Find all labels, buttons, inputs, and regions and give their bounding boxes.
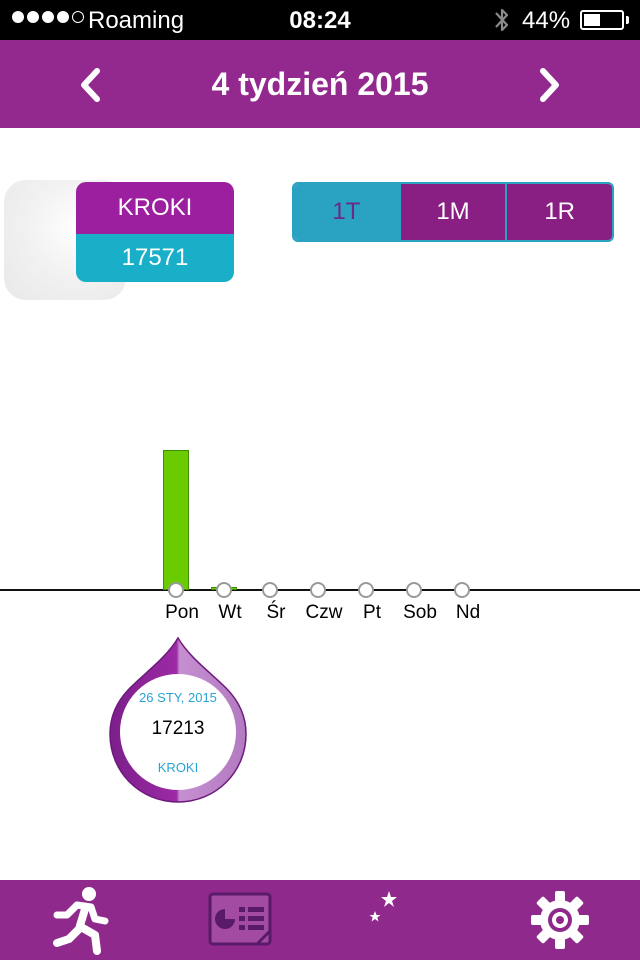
- chart-day-marker[interactable]: [358, 582, 374, 598]
- tooltip-date: 26 STY, 2015: [139, 690, 217, 705]
- report-list-icon: [208, 892, 272, 946]
- bluetooth-icon: [495, 8, 509, 32]
- tab-settings[interactable]: [480, 880, 640, 960]
- week-header: 4 tydzień 2015: [0, 40, 640, 128]
- tooltip-unit: KROKI: [157, 760, 199, 775]
- chart-tick-label: Pon: [165, 602, 199, 623]
- tab-activity[interactable]: [0, 880, 160, 960]
- battery-icon: [580, 10, 624, 30]
- moon-stars-icon: [369, 891, 426, 947]
- period-selector: 1T 1M 1R: [292, 182, 614, 242]
- signal-dots-icon: [12, 11, 84, 23]
- chart-day-marker[interactable]: [454, 582, 470, 598]
- tooltip-value: 17213: [151, 718, 205, 739]
- chart-tick-label: Nd: [455, 602, 481, 623]
- page-title: 4 tydzień 2015: [211, 66, 429, 102]
- period-option-week[interactable]: 1T: [294, 184, 399, 240]
- metric-value: 17571: [76, 234, 234, 282]
- steps-bar-chart: Pon Wt Śr Czw Pt Sob Nd: [0, 420, 640, 650]
- chart-tick-label: Śr: [266, 602, 286, 623]
- period-option-month[interactable]: 1M: [398, 184, 506, 240]
- status-bar: Roaming 08:24 44%: [0, 0, 640, 40]
- bottom-tab-bar: [0, 880, 640, 960]
- chart-day-marker[interactable]: [406, 582, 422, 598]
- running-person-icon: [53, 887, 109, 955]
- chart-tick-label: Pt: [363, 602, 381, 623]
- value-tooltip-bubble: [109, 636, 247, 803]
- chart-tick-label: Wt: [218, 602, 242, 623]
- battery-percent: 44%: [522, 7, 571, 34]
- period-option-year[interactable]: 1R: [505, 184, 612, 240]
- chart-day-marker[interactable]: [216, 582, 232, 598]
- battery-tip: [626, 16, 629, 24]
- chevron-left-icon[interactable]: [76, 68, 106, 102]
- metric-label[interactable]: KROKI: [76, 182, 234, 234]
- chart-day-marker[interactable]: [262, 582, 278, 598]
- tab-sleep[interactable]: [320, 880, 480, 960]
- chevron-right-icon[interactable]: [534, 68, 564, 102]
- chart-day-marker[interactable]: [310, 582, 326, 598]
- tab-reports[interactable]: [160, 880, 320, 960]
- chart-bar[interactable]: [163, 450, 189, 590]
- carrier-label: Roaming: [88, 7, 185, 34]
- gear-icon: [531, 891, 589, 949]
- chart-day-marker[interactable]: [168, 582, 184, 598]
- chart-tick-label: Sob: [403, 602, 437, 623]
- status-time: 08:24: [289, 7, 351, 34]
- chart-tick-label: Czw: [305, 602, 343, 623]
